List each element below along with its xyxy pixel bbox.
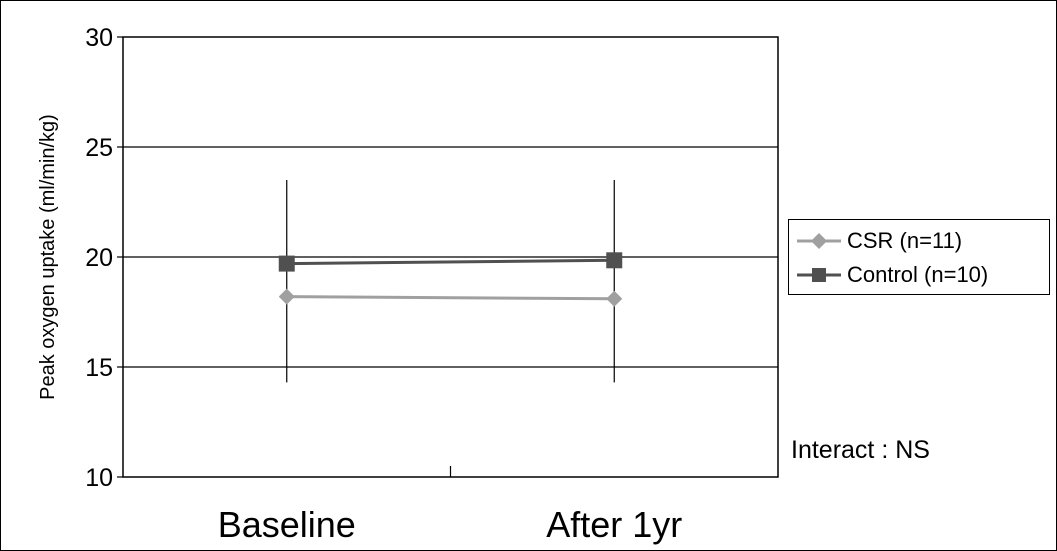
- y-tick-label: 25: [85, 134, 113, 162]
- legend-item-control: Control (n=10): [795, 258, 988, 292]
- series-line: [286, 295, 615, 301]
- legend-item-csr: CSR (n=11): [795, 224, 962, 258]
- data-point: [278, 288, 295, 305]
- y-tick-label: 15: [85, 354, 113, 382]
- legend-swatch-control: [797, 268, 841, 282]
- interaction-annotation: Interact : NS: [791, 436, 930, 464]
- legend-label-csr: CSR (n=11): [847, 228, 963, 253]
- y-tick-label: 20: [85, 244, 113, 272]
- data-point: [606, 290, 623, 307]
- y-tick-label: 10: [85, 464, 113, 492]
- x-tick-label: Baseline: [218, 504, 356, 545]
- legend: CSR (n=11) Control (n=10): [788, 219, 1050, 295]
- legend-swatch-csr: [797, 233, 841, 249]
- data-point: [606, 252, 623, 269]
- y-tick-label: 30: [85, 24, 113, 52]
- x-tick-label: After 1yr: [546, 504, 682, 545]
- legend-label-control: Control (n=10): [847, 262, 989, 287]
- data-point: [278, 255, 295, 272]
- series-line: [286, 258, 615, 266]
- y-axis-label: Peak oxygen uptake (ml/min/kg): [37, 114, 59, 400]
